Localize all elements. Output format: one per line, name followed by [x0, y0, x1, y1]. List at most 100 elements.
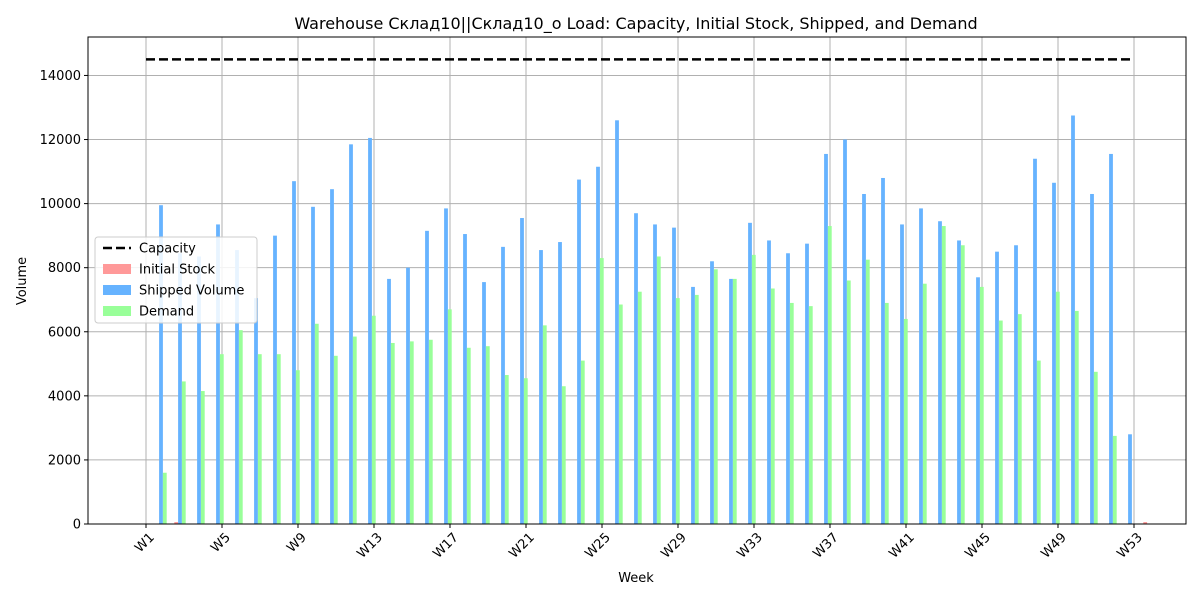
shipped-volume-bar [482, 282, 486, 524]
shipped-volume-bar [520, 218, 524, 525]
demand-bar [1055, 291, 1060, 524]
shipped-volume-bar [653, 224, 657, 525]
demand-bar [789, 302, 794, 524]
shipped-volume-bar [1033, 158, 1037, 524]
shipped-volume-bar [311, 206, 315, 524]
y-tick-label: 12000 [40, 133, 81, 148]
demand-bar [637, 291, 642, 524]
shipped-volume-bar [273, 235, 277, 525]
y-tick-label: 4000 [48, 389, 81, 404]
demand-bar [903, 318, 908, 524]
y-tick-label: 10000 [40, 197, 81, 212]
demand-bar [770, 288, 775, 524]
shipped-volume-bar [387, 278, 391, 524]
demand-bar [827, 226, 832, 524]
shipped-volume-bar [292, 181, 296, 525]
shipped-volume-bar [881, 177, 885, 524]
shipped-volume-bar [1109, 153, 1113, 524]
shipped-volume-bar [843, 139, 847, 525]
shipped-volume-bar [995, 251, 999, 524]
x-tick-label: W13 [354, 530, 385, 561]
shipped-volume-bar [786, 253, 790, 524]
demand-bar [884, 302, 889, 524]
demand-bar [542, 325, 547, 524]
initial-stock-bar [174, 522, 179, 524]
initial-stock-bar [1143, 522, 1148, 524]
legend-initial-stock-swatch [103, 264, 131, 274]
demand-bar [694, 294, 699, 524]
shipped-volume-bar [254, 298, 258, 524]
demand-bar [979, 286, 984, 524]
shipped-volume-bar [1128, 434, 1132, 524]
shipped-volume-bar [615, 120, 619, 524]
demand-bar [1036, 360, 1041, 524]
x-tick-label: W53 [1114, 530, 1145, 561]
x-tick-label: W37 [810, 530, 841, 561]
demand-bar [504, 375, 509, 524]
demand-bar [181, 381, 186, 524]
shipped-volume-bar [767, 240, 771, 524]
shipped-volume-bar [672, 227, 676, 524]
demand-bar [333, 355, 338, 524]
demand-bar [257, 354, 262, 524]
demand-bar [960, 245, 965, 524]
shipped-volume-bar [938, 221, 942, 524]
demand-bar [238, 330, 243, 524]
demand-bar [865, 259, 870, 524]
shipped-volume-bar [862, 193, 866, 525]
x-tick-label: W49 [1038, 530, 1069, 561]
demand-bar [466, 347, 471, 524]
shipped-volume-bar [634, 213, 638, 524]
y-tick-label: 0 [73, 518, 81, 533]
y-tick-label: 2000 [48, 453, 81, 468]
shipped-volume-bar [1014, 245, 1018, 524]
shipped-volume-bar [463, 234, 467, 524]
demand-bar [314, 323, 319, 524]
shipped-volume-bar [824, 153, 828, 524]
demand-bar [447, 309, 452, 524]
demand-bar [751, 254, 756, 525]
demand-bar [523, 378, 528, 524]
x-tick-label: W41 [886, 530, 917, 561]
demand-bar [1112, 435, 1117, 524]
demand-bar [162, 472, 167, 524]
demand-bar [371, 315, 376, 524]
demand-bar [295, 370, 300, 524]
shipped-volume-bar [216, 224, 220, 525]
demand-bar [732, 278, 737, 524]
x-tick-label: W1 [132, 530, 158, 556]
y-tick-label: 14000 [40, 69, 81, 84]
demand-bar [1093, 371, 1098, 524]
legend-shipped-volume-swatch [103, 285, 131, 295]
chart-title: Warehouse Склад10||Склад10_о Load: Capac… [294, 14, 977, 34]
shipped-volume-bar [406, 267, 410, 524]
shipped-volume-bar [691, 286, 695, 524]
demand-bar [409, 341, 414, 524]
shipped-volume-bar [444, 208, 448, 524]
shipped-volume-bar [1052, 182, 1056, 524]
legend-capacity-label: Capacity [139, 242, 196, 257]
shipped-volume-bar [330, 189, 334, 524]
shipped-volume-bar [349, 144, 353, 525]
shipped-volume-bar [900, 224, 904, 525]
bars-group [159, 115, 1148, 525]
legend-demand-swatch [103, 306, 131, 316]
demand-bar [485, 346, 490, 524]
x-tick-label: W17 [430, 530, 461, 561]
demand-bar [561, 386, 566, 524]
legend-box [94, 236, 258, 324]
demand-bar [390, 342, 395, 524]
shipped-volume-bar [748, 222, 752, 524]
shipped-volume-bar [957, 240, 961, 524]
demand-bar [580, 360, 585, 524]
shipped-volume-bar [368, 137, 372, 524]
shipped-volume-bar [178, 253, 182, 524]
demand-bar [618, 304, 623, 524]
demand-bar [998, 320, 1003, 524]
plot-frame [87, 36, 1187, 525]
shipped-volume-bar [1090, 193, 1094, 525]
x-tick-label: W29 [658, 530, 689, 561]
shipped-volume-bar [539, 250, 543, 524]
shipped-volume-bar [596, 166, 600, 524]
